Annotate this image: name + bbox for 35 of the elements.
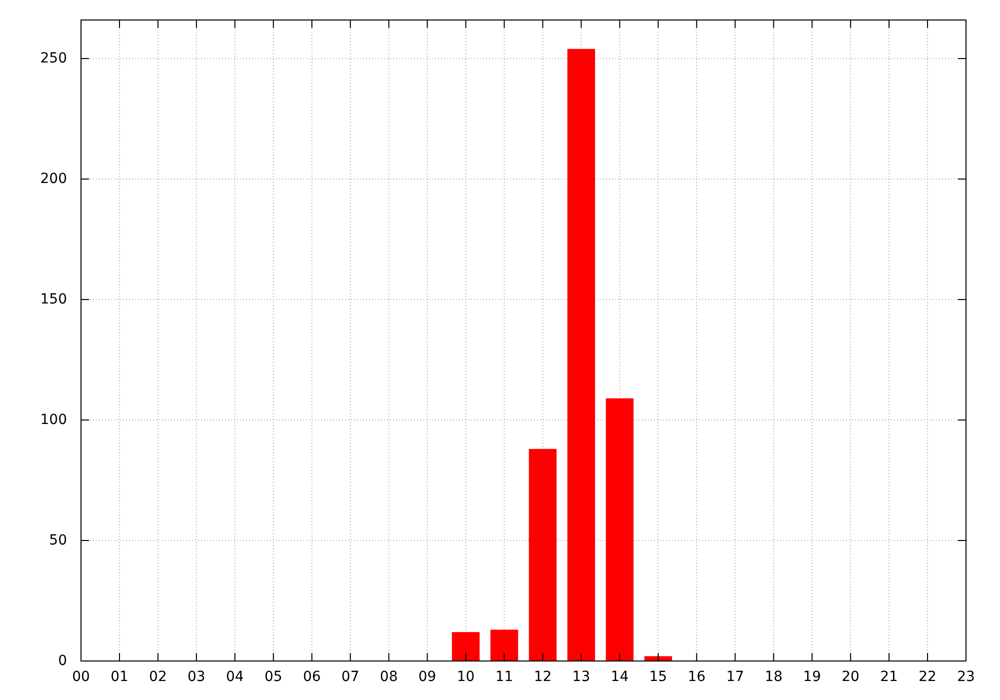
x-tick-label: 02 <box>149 669 167 685</box>
bar <box>490 630 518 661</box>
x-tick-label: 19 <box>803 669 821 685</box>
x-tick-label: 23 <box>957 669 975 685</box>
y-tick-label: 0 <box>58 653 67 669</box>
x-tick-label: 08 <box>380 669 398 685</box>
y-tick-label: 50 <box>49 532 67 549</box>
x-tick-label: 00 <box>72 669 90 685</box>
x-tick-label: 17 <box>726 669 744 685</box>
x-tick-label: 15 <box>649 669 668 685</box>
y-tick-label: 150 <box>40 292 67 308</box>
x-tick-label: 12 <box>534 669 552 685</box>
x-tick-label: 04 <box>226 669 244 685</box>
y-tick-label: 200 <box>40 171 67 188</box>
y-tick-label: 250 <box>40 50 67 67</box>
x-tick-label: 07 <box>341 669 360 685</box>
bar <box>606 398 634 661</box>
x-tick-label: 10 <box>456 669 475 685</box>
x-tick-label: 03 <box>188 669 206 685</box>
x-tick-label: 06 <box>302 669 321 685</box>
x-tick-label: 11 <box>495 669 514 685</box>
x-tick-label: 18 <box>764 669 783 685</box>
x-tick-label: 09 <box>418 669 436 685</box>
bar <box>452 632 480 661</box>
bar <box>567 48 596 661</box>
x-tick-label: 14 <box>610 669 629 685</box>
x-tick-label: 21 <box>880 669 898 685</box>
bar <box>528 448 557 661</box>
x-tick-label: 05 <box>264 669 282 685</box>
x-tick-label: 22 <box>918 669 936 685</box>
y-tick-label: 100 <box>40 412 67 428</box>
x-tick-label: 01 <box>110 669 128 685</box>
x-tick-label: 20 <box>842 669 860 685</box>
x-tick-label: 13 <box>572 669 590 685</box>
x-tick-label: 16 <box>688 669 706 685</box>
